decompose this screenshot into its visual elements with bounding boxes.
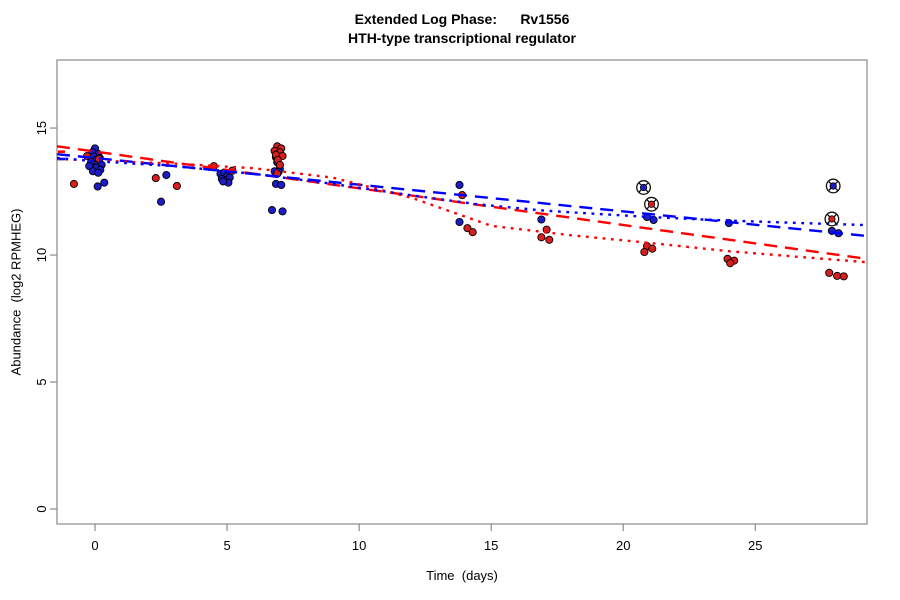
- red_replicates-point: [726, 259, 735, 268]
- red_replicates-point: [69, 179, 78, 188]
- red_replicates-point: [545, 235, 554, 244]
- blue_replicates-point: [94, 168, 103, 177]
- red_replicates-point: [151, 174, 160, 183]
- red_flagged-flag-ring: [644, 196, 659, 212]
- chart-title-block: Extended Log Phase: Rv1556 HTH-type tran…: [57, 10, 867, 48]
- x-tick-label: 20: [616, 538, 630, 553]
- blue_flagged-flag-dot: [829, 182, 837, 190]
- y-tick-label: 0: [34, 505, 49, 512]
- x-tick-label: 10: [352, 538, 366, 553]
- blue_replicates-point: [100, 178, 109, 187]
- fit-line-red_linear_fit: [56, 145, 868, 261]
- fit-line-red_smooth_fit: [56, 157, 868, 264]
- y-tick-label: 10: [34, 248, 49, 262]
- x-tick-label: 25: [748, 538, 762, 553]
- blue_replicates-point: [157, 197, 166, 206]
- red_replicates-point: [640, 247, 649, 257]
- blue_flagged-flag-ring: [825, 178, 841, 194]
- x-tick-label: 0: [91, 538, 98, 553]
- y-axis-label: Abundance (log2 RPMHEG): [8, 208, 24, 376]
- red_replicates-point: [463, 224, 472, 233]
- red_flagged-flag-dot: [828, 215, 836, 223]
- x-tick-label: 5: [223, 538, 230, 553]
- blue_replicates-point: [455, 217, 464, 227]
- blue_replicates-point: [162, 170, 171, 180]
- red_replicates-point: [172, 181, 181, 191]
- blue_replicates-point: [267, 206, 277, 215]
- y-tick-label: 5: [34, 378, 49, 385]
- red_replicates-point: [833, 271, 842, 280]
- x-tick-label: 15: [484, 538, 498, 553]
- plot-box: [56, 59, 868, 525]
- red_replicates-point: [648, 244, 657, 253]
- blue_flagged-flag-dot: [639, 183, 648, 192]
- red_replicates-point: [537, 233, 546, 242]
- red_flagged-flag-dot: [647, 200, 656, 208]
- red_replicates-point: [468, 228, 477, 237]
- blue_replicates-point: [455, 180, 464, 190]
- x-axis-label: Time (days): [426, 568, 498, 583]
- y-tick-label: 15: [34, 121, 49, 135]
- blue_replicates-point: [219, 177, 228, 186]
- blue_replicates-point: [537, 215, 546, 224]
- red_flagged-flag-ring: [824, 211, 840, 227]
- blue_replicates-point: [277, 180, 286, 190]
- red_replicates-point: [839, 272, 848, 281]
- chart-title: Extended Log Phase: Rv1556: [354, 11, 570, 27]
- chart-subtitle: HTH-type transcriptional regulator: [348, 30, 576, 46]
- red_replicates-point: [275, 160, 284, 169]
- blue_flagged-flag-ring: [636, 180, 652, 195]
- red_replicates-point: [825, 268, 834, 277]
- blue_replicates-point: [278, 207, 287, 216]
- blue_replicates-point: [93, 182, 102, 191]
